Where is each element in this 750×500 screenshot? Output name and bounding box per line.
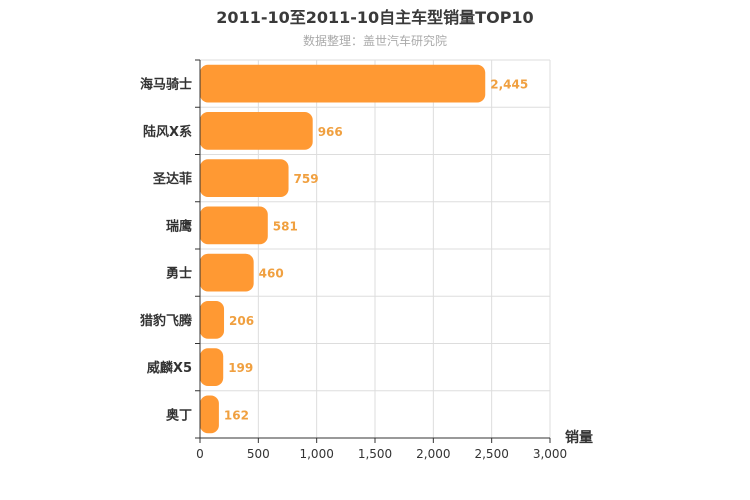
x-tick-label: 1,500 [358, 447, 392, 461]
bar [200, 395, 219, 434]
x-tick-label: 2,000 [416, 447, 450, 461]
category-label: 陆风X系 [143, 124, 192, 140]
bar [200, 253, 254, 292]
data-label: 199 [228, 361, 253, 375]
data-label: 581 [273, 219, 298, 233]
bar [200, 300, 225, 339]
bar [200, 64, 486, 103]
data-label: 162 [224, 408, 249, 422]
chart-subtitle: 数据整理：盖世汽车研究院 [302, 34, 447, 48]
bar [200, 348, 224, 387]
data-label: 2,445 [490, 78, 528, 92]
x-axis-title: 销量 [565, 429, 593, 446]
x-tick-label: 2,500 [474, 447, 508, 461]
category-label: 威麟X5 [147, 360, 192, 376]
bar [200, 159, 289, 198]
category-label: 奥丁 [166, 407, 192, 423]
data-label: 206 [229, 314, 254, 328]
data-label: 460 [259, 267, 284, 281]
x-tick-label: 1,000 [299, 447, 333, 461]
bar [200, 206, 268, 245]
category-label: 圣达菲 [153, 171, 192, 187]
data-label: 966 [318, 125, 343, 139]
category-label: 瑞鹰 [166, 218, 192, 234]
x-tick-label: 500 [247, 447, 270, 461]
category-label: 海马骑士 [140, 77, 192, 93]
x-tick-label: 3,000 [533, 447, 567, 461]
category-label: 勇士 [166, 266, 192, 282]
x-tick-label: 0 [196, 447, 204, 461]
chart-title: 2011-10至2011-10自主车型销量TOP10 [216, 8, 534, 27]
data-label: 759 [294, 172, 319, 186]
category-label: 猎豹飞腾 [140, 313, 193, 329]
bar [200, 111, 313, 150]
